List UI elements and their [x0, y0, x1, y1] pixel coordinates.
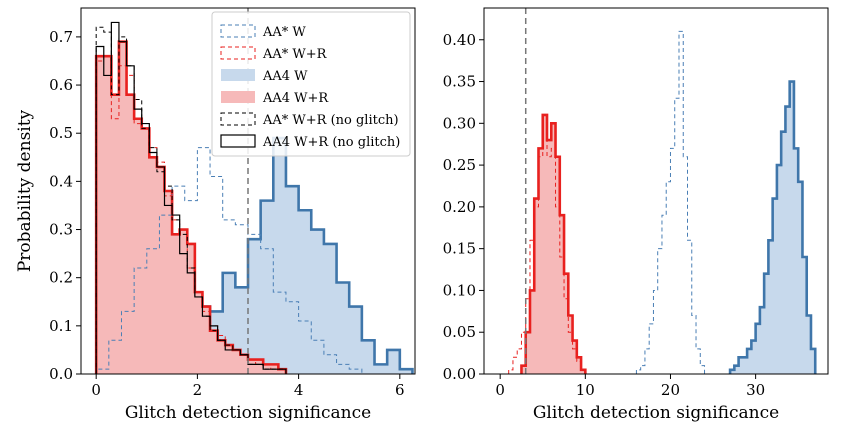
p1-xtick-label: 10 [576, 381, 595, 399]
left-x-axis-label: Glitch detection significance [125, 403, 371, 423]
legend-label-aastar-wr-noglitch: AA* W+R (no glitch) [262, 113, 399, 128]
p0-ytick-label: 0.7 [49, 28, 73, 46]
left-y-ticks: 0.0 0.1 0.2 0.3 0.4 0.5 0.6 0.7 [49, 28, 81, 383]
legend-swatch-aastar-wr [220, 46, 256, 60]
p1-step-aa4-w [728, 80, 817, 374]
legend-box [211, 11, 411, 157]
legend-label-aa4-wr-noglitch: AA4 W+R (no glitch) [262, 135, 400, 150]
right-y-ticks: 0.00 0.05 0.10 0.15 0.20 0.25 0.30 0.35 0.40 [443, 31, 484, 383]
p1-ytick-label: 0.25 [443, 156, 476, 174]
p1-ytick-label: 0.15 [443, 240, 476, 258]
left-y-axis-label: Probability density [15, 109, 35, 272]
right-plot-area [508, 30, 817, 374]
left-x-ticks: 0 2 4 6 [91, 374, 405, 399]
p1-ytick-label: 0.40 [443, 31, 476, 49]
p0-step-aa4-w-r-no-glitch [95, 21, 287, 374]
legend-label-aa4-wr: AA4 W+R [262, 91, 329, 106]
left-axes-frame [80, 7, 416, 375]
p1-ytick-label: 0.35 [443, 73, 476, 91]
p1-fill-aa4-w-r [521, 114, 586, 374]
right-panel: 0 10 20 30 0.00 0.05 0.10 0.15 0.20 0.25 0.30 0.35… [443, 7, 829, 423]
p1-ytick-label: 0.10 [443, 281, 476, 299]
legend-label-aastar-wr: AA* W+R [262, 47, 328, 62]
legend-swatch-aa4-wr-noglitch [220, 134, 256, 148]
p0-ytick-label: 0.6 [49, 76, 73, 94]
legend-swatch-aastar-w [220, 24, 256, 38]
right-x-ticks: 0 10 20 30 [495, 374, 765, 399]
p0-step-aastar-w [95, 147, 363, 374]
legend: AA* W AA* W+R AA4 W AA4 W+R AA* W+R (no … [211, 11, 411, 157]
p1-ytick-label: 0.30 [443, 114, 476, 132]
legend-swatch-aa4-w [221, 69, 255, 81]
p1-ytick-label: 0.05 [443, 323, 476, 341]
left-plot-area [94, 21, 414, 374]
right-x-axis-label: Glitch detection significance [533, 403, 779, 423]
p0-xtick-label: 4 [294, 381, 304, 399]
p1-ytick-label: 0.20 [443, 198, 476, 216]
p1-xtick-label: 20 [661, 381, 680, 399]
legend-swatch-aastar-wr-noglitch [220, 112, 256, 126]
p0-ytick-label: 0.5 [49, 124, 73, 142]
p0-ytick-label: 0.0 [49, 365, 73, 383]
p0-ytick-label: 0.4 [49, 172, 73, 190]
p0-fill-aa4-w-r [96, 41, 286, 374]
legend-label-aa4-w: AA4 W [262, 69, 308, 84]
legend-label-aastar-w: AA* W [262, 25, 306, 40]
p1-step-aastar-w [635, 30, 706, 374]
p0-ytick-label: 0.1 [49, 317, 73, 335]
p0-ytick-label: 0.2 [49, 269, 73, 287]
p1-ytick-label: 0.00 [443, 365, 476, 383]
left-panel: 0 2 4 6 0.0 0.1 0.2 0.3 0.4 0.5 0.6 0.7 Glitch det… [15, 7, 416, 423]
p0-xtick-label: 0 [91, 381, 101, 399]
p0-xtick-label: 6 [395, 381, 405, 399]
p1-step-aa4-w-r [520, 113, 587, 374]
p1-xtick-label: 30 [746, 381, 765, 399]
p0-ytick-label: 0.3 [49, 221, 73, 239]
p0-fill-aa4-w [96, 138, 413, 374]
right-axes-frame [483, 7, 829, 375]
p1-xtick-label: 0 [495, 381, 505, 399]
p0-xtick-label: 2 [193, 381, 203, 399]
legend-swatch-aa4-wr [221, 91, 255, 103]
